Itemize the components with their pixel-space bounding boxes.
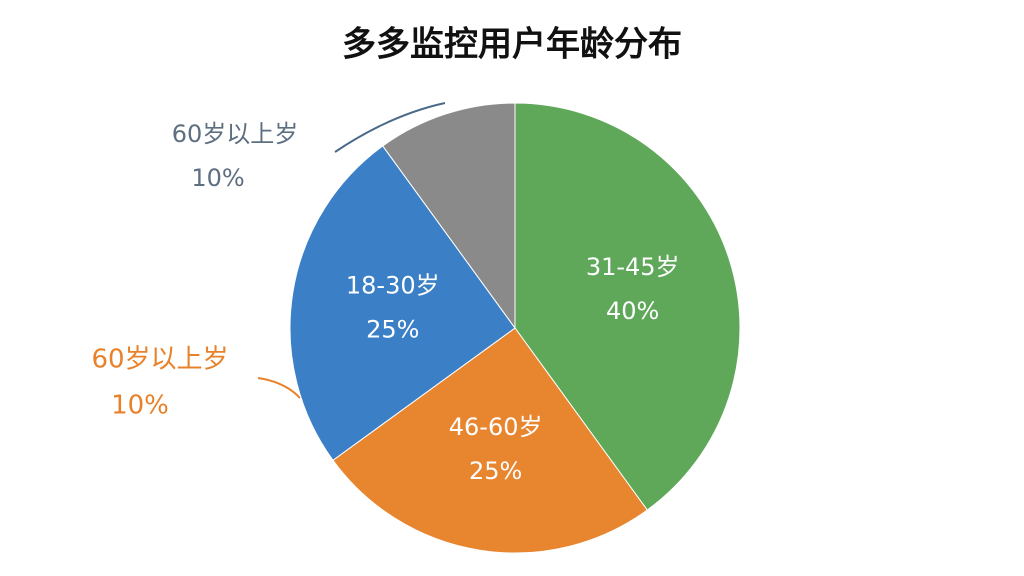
slice-label: 18-30岁	[346, 272, 440, 300]
pie-slice	[289, 145, 516, 461]
pie-slice	[382, 102, 516, 330]
slice-label: 60岁以上岁	[172, 120, 299, 148]
slice-value-label: 25%	[469, 457, 522, 485]
slice-value-label: 10%	[191, 164, 244, 192]
pie-slice	[514, 102, 741, 511]
leader-line	[257, 377, 301, 399]
annotation-value: 10%	[111, 391, 169, 421]
annotation-label: 60岁以上岁	[91, 345, 228, 375]
chart-title: 多多监控用户年龄分布	[342, 25, 682, 65]
leader-line	[334, 102, 446, 153]
slice-value-label: 40%	[606, 297, 659, 325]
slice-label: 46-60岁	[449, 413, 543, 441]
slice-label: 31-45岁	[586, 253, 680, 281]
pie-slice	[332, 327, 648, 554]
slice-value-label: 25%	[366, 316, 419, 344]
